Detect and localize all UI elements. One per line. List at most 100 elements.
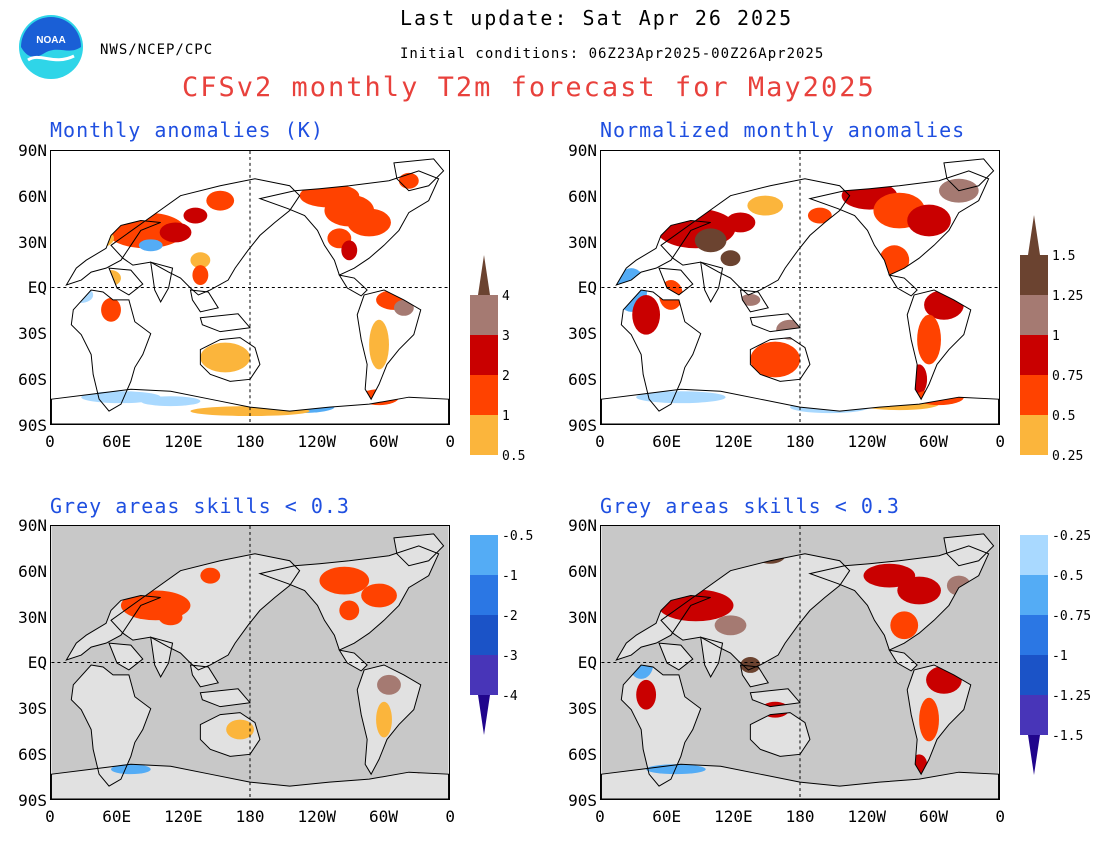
colorbar-label: -4 [502, 689, 518, 704]
lat-label: 90N [568, 141, 597, 160]
colorbar-band [470, 335, 498, 375]
coastline [150, 261, 174, 303]
lon-label: 60W [369, 432, 398, 451]
lon-label: 120W [297, 807, 337, 826]
anomaly-region [158, 609, 183, 626]
anomaly-region [907, 204, 951, 237]
lon-label: 60W [919, 432, 948, 451]
lat-label: 60N [568, 186, 597, 206]
lat-label: 30S [568, 699, 597, 719]
coastline [906, 289, 972, 401]
colorbar-band [1020, 375, 1048, 415]
lat-label: 30N [18, 607, 47, 627]
coastline [338, 274, 368, 297]
coastline [888, 649, 918, 672]
coastline [199, 712, 261, 757]
lat-label: EQ [577, 653, 597, 673]
colorbar-band [470, 455, 498, 535]
lon-label: 180 [785, 432, 815, 451]
lat-label: 60N [18, 186, 47, 206]
lon-label: 60W [919, 807, 948, 826]
lon-label: 180 [235, 432, 265, 451]
colorbar-band [470, 615, 498, 655]
lon-label: 180 [785, 807, 815, 826]
colorbar-label: 4 [502, 289, 510, 304]
map-panel-anomalies [50, 150, 450, 425]
coastline [739, 664, 801, 708]
logo-text: NOAA [36, 35, 65, 46]
last-update: Last update: Sat Apr 26 2025 [400, 6, 794, 30]
anomaly-region [863, 563, 916, 588]
anomaly-region [646, 764, 706, 775]
anomaly-region [807, 207, 832, 224]
coastline [620, 289, 702, 412]
coastline [51, 388, 449, 424]
lat-label: 90S [568, 415, 597, 435]
coastline [70, 664, 152, 787]
lon-label: 60E [652, 807, 682, 826]
anomaly-region [111, 764, 151, 775]
lat-label: 90S [18, 415, 47, 435]
colorbar-svg: 1.5 1.25 1 0.75 0.5 0.25 -0.25 -0.5 -0.75 -1 -1.25… [1020, 215, 1091, 775]
land-europe [616, 220, 711, 286]
coastline [700, 636, 724, 678]
map-svg [601, 526, 999, 799]
colorbar-bottom-arrow [1028, 735, 1040, 775]
lon-label: 0 [45, 432, 55, 451]
lon-label: 120W [847, 807, 887, 826]
colorbar-label: 0.5 [1052, 409, 1075, 424]
colorbar-bottom-arrow [478, 695, 490, 735]
lat-label: 30N [568, 607, 597, 627]
anomaly-region [192, 265, 209, 286]
anomaly-region [319, 566, 370, 595]
anomaly-region [694, 228, 727, 253]
anomaly-region [636, 391, 726, 404]
anomaly-region [339, 600, 360, 621]
colorbar-band [1020, 575, 1048, 615]
map-panel-normalized [600, 150, 1000, 425]
map-svg [51, 526, 449, 799]
land-se-asia [190, 289, 250, 332]
coastline [749, 712, 811, 757]
lon-label: 60E [102, 432, 132, 451]
panel-title-3: Grey areas skills < 0.3 [50, 494, 350, 518]
coastline [258, 545, 440, 651]
colorbar-label: 1.5 [1052, 249, 1075, 264]
lat-label: 60N [568, 561, 597, 581]
lon-label: 120E [714, 807, 753, 826]
anomaly-region [917, 314, 941, 365]
colorbar-label: -1.25 [1052, 689, 1091, 704]
anomaly-region [636, 679, 657, 710]
panel-title-1: Monthly anomalies (K) [50, 118, 324, 142]
coastline [110, 178, 301, 296]
colorbar-label: 1 [502, 409, 510, 424]
colorbar-top-arrow [478, 255, 490, 295]
colorbar-label: -0.5 [1052, 569, 1083, 584]
lat-label: 60S [18, 370, 47, 389]
lon-label: 0 [995, 807, 1006, 826]
anomaly-region [369, 319, 389, 370]
lat-label: 90N [18, 516, 47, 535]
anomaly-region [398, 172, 419, 189]
lon-label: 60W [369, 807, 398, 826]
coastline [150, 636, 174, 678]
coastline [888, 274, 918, 297]
colorbar-label: 0.25 [1052, 449, 1083, 464]
lon-label: 0 [445, 807, 456, 826]
colorbar-label: 0.5 [502, 449, 525, 464]
anomaly-region [81, 391, 161, 404]
lon-label: 0 [595, 807, 605, 826]
colorbar-band [470, 415, 498, 455]
coastline [943, 533, 995, 567]
anomaly-region [740, 657, 761, 673]
anomaly-region [919, 697, 939, 742]
lat-label: 60S [568, 370, 597, 389]
anomaly-region [206, 190, 235, 211]
lon-label: 180 [235, 807, 265, 826]
colorbar-band [1020, 535, 1048, 575]
panel-title-4: Grey areas skills < 0.3 [600, 494, 900, 518]
panel-title-2: Normalized monthly anomalies [600, 118, 966, 142]
lat-label: 90N [18, 141, 47, 160]
colorbar-label: -1 [502, 569, 518, 584]
anomaly-region [890, 611, 919, 640]
